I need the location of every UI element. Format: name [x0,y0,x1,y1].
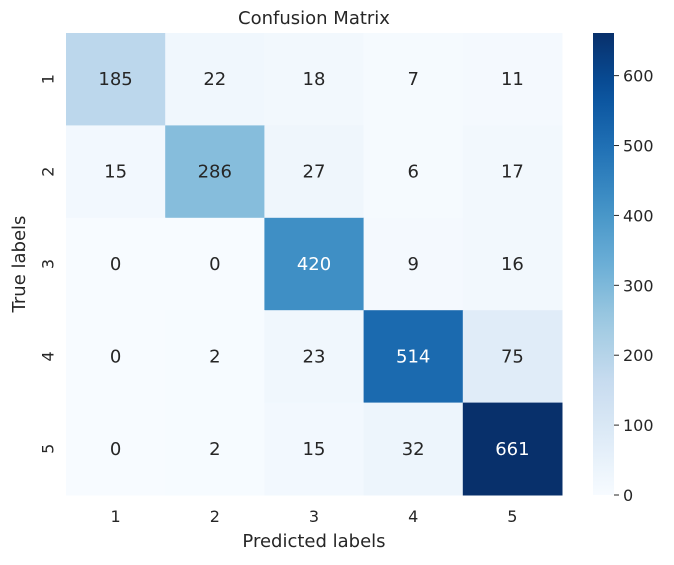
cell-annotation-r2-c4: 6 [407,162,418,183]
cell-annotation-r3-c4: 9 [407,254,418,275]
x-tick-label-1: 1 [111,507,121,526]
cell-annotation-r4-c5: 75 [501,346,524,367]
x-tick-label-3: 3 [309,507,319,526]
heatmap-cell-r4-c1 [66,310,166,404]
cell-annotation-r5-c2: 2 [209,439,220,460]
colorbar-tick-label-100: 100 [623,416,654,435]
heatmap-cell-r4-c4 [363,310,464,404]
cell-annotation-r5-c3: 15 [303,439,326,460]
chart-title: Confusion Matrix [238,8,390,29]
cell-annotation-r1-c5: 11 [501,69,524,90]
cell-annotation-r2-c2: 286 [198,162,232,183]
x-axis-label: Predicted labels [242,531,385,552]
heatmap-cell-r1-c2 [165,33,265,126]
heatmap-cell-r5-c2 [165,402,265,496]
y-tick-label-4: 4 [39,351,58,361]
cell-annotation-r3-c1: 0 [110,254,121,275]
y-tick-label-2: 2 [39,167,58,177]
colorbar-tick-label-300: 300 [623,276,654,295]
cell-annotation-r4-c4: 514 [396,346,430,367]
cell-annotation-r2-c5: 17 [501,162,524,183]
heatmap-cell-r5-c4 [363,402,464,496]
heatmap-cell-r3-c1 [66,217,166,311]
cell-annotation-r3-c5: 16 [501,254,524,275]
x-tick-label-2: 2 [210,507,220,526]
cell-annotation-r1-c1: 185 [98,69,132,90]
colorbar-ticks: 0 100 200 300 400 500 600 [614,67,654,505]
heatmap-cell-r3-c4 [363,217,464,311]
heatmap-cells [66,33,563,496]
heatmap-cell-r4-c3 [264,310,365,404]
heatmap-cell-r5-c3 [264,402,365,496]
colorbar-tick-label-400: 400 [623,206,654,225]
heatmap-cell-r2-c5 [462,125,563,219]
heatmap-annotations: 185 22 18 7 11 15 286 27 6 17 0 0 420 9 16 0 2 23 514 75 0 2 1… [98,69,529,460]
heatmap-cell-r2-c4 [363,125,464,219]
heatmap-cell-r1-c3 [264,33,365,126]
cell-annotation-r1-c2: 22 [203,69,226,90]
heatmap-cell-r1-c1 [66,33,166,126]
heatmap-cell-r4-c5 [462,310,563,404]
heatmap-cell-r2-c3 [264,125,365,219]
cell-annotation-r1-c3: 18 [303,69,326,90]
colorbar-tick-label-500: 500 [623,137,654,156]
cell-annotation-r5-c1: 0 [110,439,121,460]
heatmap-cell-r4-c2 [165,310,265,404]
colorbar-tick-label-200: 200 [623,346,654,365]
cell-annotation-r1-c4: 7 [407,69,418,90]
heatmap-cell-r5-c5 [462,402,563,496]
y-axis-ticks: 1 2 3 4 5 [39,74,58,454]
y-tick-label-3: 3 [39,259,58,269]
cell-annotation-r3-c3: 420 [297,254,331,275]
y-axis-label: True labels [9,216,30,314]
cell-annotation-r3-c2: 0 [209,254,220,275]
cell-annotation-r4-c3: 23 [303,346,326,367]
cell-annotation-r4-c2: 2 [209,346,220,367]
colorbar [593,33,614,495]
cell-annotation-r2-c1: 15 [104,162,127,183]
cell-annotation-r5-c5: 661 [495,439,529,460]
heatmap-cell-r1-c4 [363,33,464,126]
heatmap-cell-r2-c1 [66,125,166,219]
cell-annotation-r4-c1: 0 [110,346,121,367]
heatmap-cell-r5-c1 [66,402,166,496]
heatmap-cell-r3-c2 [165,217,265,311]
heatmap-cell-r1-c5 [462,33,563,126]
colorbar-tick-label-0: 0 [623,486,633,505]
y-tick-label-5: 5 [39,444,58,454]
colorbar-tick-label-600: 600 [623,67,654,86]
cell-annotation-r2-c3: 27 [303,162,326,183]
cell-annotation-r5-c4: 32 [402,439,425,460]
heatmap-cell-r3-c5 [462,217,563,311]
heatmap-cell-r3-c3 [264,217,365,311]
x-axis-ticks: 1 2 3 4 5 [111,507,518,526]
y-tick-label-1: 1 [39,74,58,84]
x-tick-label-4: 4 [408,507,418,526]
heatmap-cell-r2-c2 [165,125,265,219]
x-tick-label-5: 5 [507,507,517,526]
